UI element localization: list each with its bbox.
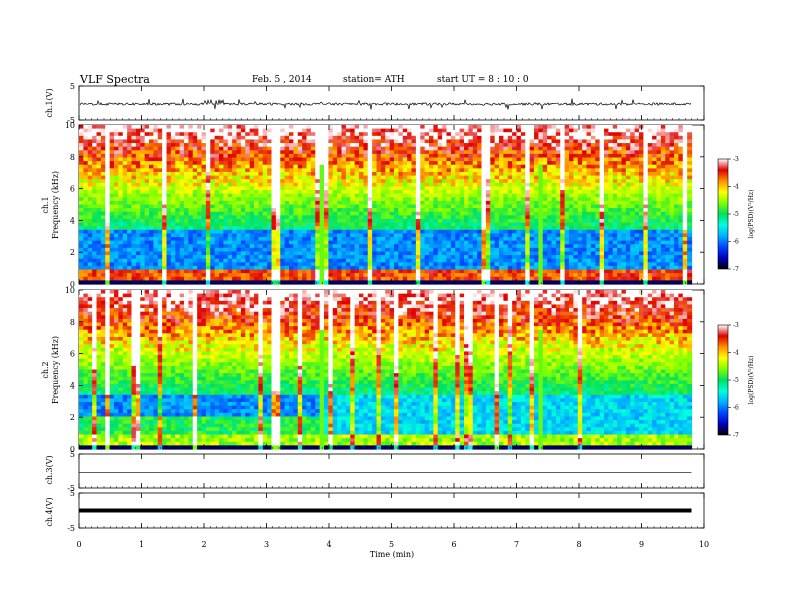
ch4-wave-ytick-label: 5	[70, 489, 75, 498]
ch1-wave-ylabel: ch.1(V)	[45, 88, 54, 117]
ch2-colorbar-tick: -4	[733, 350, 739, 357]
ch2-colorbar-tick: -3	[733, 322, 739, 329]
x-tick-label: 5	[389, 540, 394, 549]
ch1-spec-ytick-label: 4	[70, 216, 75, 225]
ch2-colorbar-tick: -6	[733, 405, 739, 412]
ch1-colorbar-label: log(PSD)(V²/Hz)	[748, 190, 755, 239]
ch1-spec-ytick-label: 10	[65, 121, 75, 130]
x-tick-label: 4	[326, 540, 331, 549]
start-ut-label: start UT = 8 : 10 : 0	[437, 75, 529, 85]
ch3-waveform-panel	[78, 453, 705, 489]
x-tick-label: 8	[576, 540, 581, 549]
ch1-spec-ylabel-freq: Frequency (kHz)	[51, 171, 60, 239]
ch1-waveform-line	[79, 98, 692, 110]
x-tick-label: 9	[639, 540, 644, 549]
ch1-spec-ytick-label: 8	[70, 153, 75, 162]
ch1-wave-ytick-label: -5	[67, 116, 75, 125]
ch2-colorbar-label: log(PSD)(V²/Hz)	[748, 356, 755, 405]
ch1-colorbar-tick: -7	[733, 266, 739, 273]
ch3-wave-ytick-label: 5	[70, 450, 75, 459]
ch1-waveform-plot	[79, 98, 692, 110]
figure-title: VLF Spectra	[79, 73, 150, 86]
x-tick-label: 10	[699, 540, 709, 549]
x-tick-label: 1	[139, 540, 144, 549]
ch2-spec-ytick-label: 4	[70, 381, 75, 390]
ch1-spec-ytick-label: 0	[70, 280, 75, 289]
ch1-wave-ytick-label: 5	[70, 82, 75, 91]
ch2-spec-ytick-label: 2	[70, 413, 75, 422]
ch2-colorbar-tick: -5	[733, 377, 739, 384]
x-tick-label: 7	[514, 540, 519, 549]
ch1-colorbar-tick: -6	[733, 239, 739, 246]
ch1-colorbar	[717, 158, 729, 270]
date-label: Feb. 5 , 2014	[252, 75, 312, 85]
ch2-colorbar-tick: -7	[733, 432, 739, 439]
ch3-wave-ylabel: ch.3(V)	[45, 455, 54, 484]
ch4-wave-ytick-label: -5	[67, 524, 75, 533]
x-tick-label: 3	[264, 540, 269, 549]
x-tick-label: 6	[451, 540, 456, 549]
ch2-spec-ylabel-channel: ch.2	[41, 361, 50, 378]
ch2-spec-ytick-label: 6	[70, 350, 75, 359]
ch1-spec-ylabel-channel: ch.1	[41, 196, 50, 213]
ch4-wave-ylabel: ch.4(V)	[45, 497, 54, 526]
x-tick-label: 0	[76, 540, 81, 549]
station-label: station= ATH	[343, 75, 405, 85]
ch2-spec-ytick-label: 10	[65, 286, 75, 295]
ch1-spec-ytick-label: 6	[70, 185, 75, 194]
ch1-spec-ytick-label: 2	[70, 248, 75, 257]
x-axis-label: Time (min)	[370, 550, 414, 559]
ch2-spec-ytick-label: 8	[70, 318, 75, 327]
ch2-colorbar	[717, 324, 729, 436]
x-tick-label: 2	[201, 540, 206, 549]
ch3-wave-ytick-label: -5	[67, 484, 75, 493]
ch1-spectrogram	[79, 125, 693, 285]
ch2-spec-ylabel-freq: Frequency (kHz)	[51, 336, 60, 404]
ch1-colorbar-tick: -5	[733, 211, 739, 218]
ch1-colorbar-tick: -4	[733, 184, 739, 191]
ch2-spectrogram	[79, 290, 693, 450]
ch2-spec-ytick-label: 0	[70, 445, 75, 454]
ch1-colorbar-tick: -3	[733, 156, 739, 163]
